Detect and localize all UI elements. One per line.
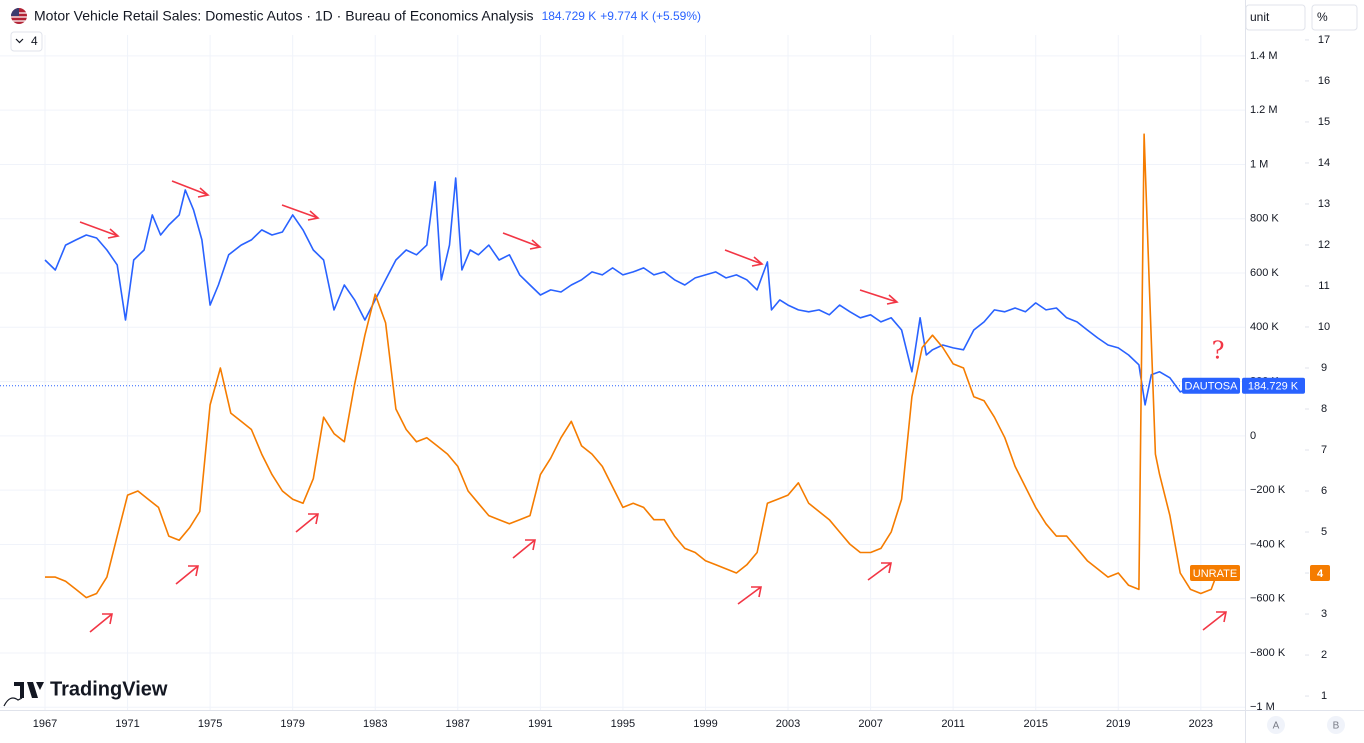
- y-tick-label: −800 K: [1250, 647, 1286, 659]
- y-tick-label: −600 K: [1250, 593, 1286, 605]
- series-line: [44, 177, 1201, 406]
- question-mark: ?: [1212, 337, 1225, 365]
- x-tick-label: 1987: [446, 718, 470, 730]
- b-scale-button[interactable]: [1327, 716, 1345, 734]
- header-change: +9.774 K (+5.59%): [600, 9, 701, 23]
- arrow: [512, 539, 536, 559]
- y2-tick-label: 3: [1321, 608, 1327, 620]
- logo-mark: [14, 682, 44, 698]
- y2-tick-label: 5: [1321, 526, 1327, 538]
- y2-tick-label: 11: [1318, 280, 1329, 292]
- indicators-count: 4: [31, 34, 38, 48]
- indicators-toggle[interactable]: [10, 31, 43, 52]
- x-tick-label: 2011: [941, 718, 965, 730]
- unit-field[interactable]: [1245, 4, 1306, 31]
- y-tick-label: −1 M: [1250, 701, 1275, 713]
- arrow: [175, 565, 199, 585]
- y2-tick-label: 17: [1318, 34, 1330, 46]
- arrow: [737, 586, 762, 605]
- x-tick-label: 2015: [1023, 718, 1047, 730]
- percent-field-text: %: [1317, 10, 1328, 24]
- y2-tick-label: 2: [1321, 649, 1327, 661]
- x-tick-label: 1979: [280, 718, 304, 730]
- series-line: [45, 133, 1219, 599]
- chevron: [15, 38, 24, 44]
- series-name-tag: [1182, 377, 1240, 394]
- x-tick-label: 2023: [1189, 718, 1213, 730]
- plot: [0, 133, 1245, 599]
- arrow: [171, 180, 210, 198]
- y2-tick-label: 12: [1318, 239, 1330, 251]
- header: Motor Vehicle Retail Sales: Domestic Aut…: [10, 4, 1358, 52]
- y-tick-label: −400 K: [1250, 538, 1286, 550]
- last-value: 4: [1317, 568, 1324, 580]
- arrow: [859, 289, 899, 305]
- x-tick-label: 2003: [776, 718, 800, 730]
- y2-tick-label: 9: [1321, 362, 1327, 374]
- y2-tick-label: 16: [1318, 75, 1330, 87]
- last-value-tag: [1242, 377, 1305, 394]
- series-name-tag: [1190, 565, 1240, 582]
- x-tick-label: 1995: [611, 718, 635, 730]
- y-tick-label: 0: [1250, 430, 1256, 442]
- y-tick-label: −200 K: [1250, 484, 1286, 496]
- auto-scale-button[interactable]: [1267, 716, 1285, 734]
- x-tick-label: 1983: [363, 718, 387, 730]
- y-tick-label: 1.4 M: [1250, 50, 1278, 62]
- flag-canton: [11, 8, 19, 16]
- last-value-tag: [1310, 565, 1330, 582]
- arrow: [281, 204, 320, 221]
- series-name: DAUTOSA: [1185, 381, 1239, 393]
- logo-squiggle: [3, 697, 23, 707]
- unit-field-text: unit: [1250, 10, 1270, 24]
- branding: TradingView: [3, 678, 168, 707]
- arrow: [1202, 611, 1227, 631]
- annotation-arrows: [79, 180, 1227, 633]
- percent-field[interactable]: [1311, 4, 1358, 31]
- y2-tick-label: 15: [1318, 116, 1330, 128]
- b-scale-label: B: [1333, 721, 1340, 732]
- x-tick-label: 1999: [693, 718, 717, 730]
- arrow: [867, 562, 892, 581]
- y2-tick-label: 1: [1321, 690, 1327, 702]
- y-tick-label: 400 K: [1250, 321, 1279, 333]
- header-title: Motor Vehicle Retail Sales: Domestic Aut…: [34, 8, 534, 24]
- x-tick-label: 2007: [858, 718, 882, 730]
- y-tick-label: 1 M: [1250, 158, 1268, 170]
- y2-tick-label: 6: [1321, 485, 1327, 497]
- x-tick-label: 1967: [33, 718, 57, 730]
- last-value: 184.729 K: [1248, 381, 1299, 393]
- series-name: UNRATE: [1193, 568, 1237, 580]
- branding-text: TradingView: [50, 678, 168, 700]
- y2-tick-label: 14: [1318, 157, 1330, 169]
- x-tick-label: 2019: [1106, 718, 1130, 730]
- x-tick-label: 1991: [528, 718, 552, 730]
- x-tick-label: 1975: [198, 718, 222, 730]
- y2-tick-label: 7: [1321, 444, 1327, 456]
- y2-tick-label: 13: [1318, 198, 1330, 210]
- arrow: [724, 249, 764, 267]
- auto-scale-label: A: [1273, 721, 1280, 732]
- y2-tick-label: 8: [1321, 403, 1327, 415]
- arrow: [79, 221, 120, 239]
- header-last: 184.729 K: [542, 9, 597, 23]
- y-tick-label: 800 K: [1250, 213, 1279, 225]
- y2-tick-label: 10: [1318, 321, 1330, 333]
- grid: [0, 35, 1245, 710]
- arrow: [502, 232, 542, 250]
- y-tick-label: 1.2 M: [1250, 104, 1278, 116]
- x-tick-label: 1971: [115, 718, 139, 730]
- y-tick-label: 600 K: [1250, 267, 1279, 279]
- arrow: [89, 613, 113, 633]
- arrow: [295, 513, 319, 533]
